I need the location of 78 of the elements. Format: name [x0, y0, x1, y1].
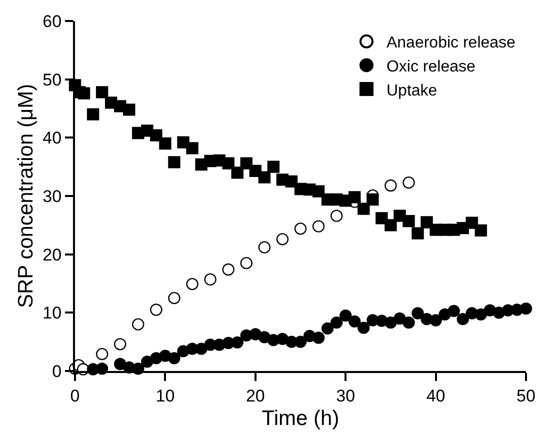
- x-tick-label: 30: [336, 386, 356, 406]
- point: [384, 219, 397, 232]
- point: [258, 171, 271, 184]
- point: [312, 185, 325, 198]
- y-tick-label: 20: [42, 245, 62, 264]
- point: [330, 316, 343, 329]
- point: [384, 316, 397, 329]
- point: [520, 302, 532, 315]
- point: [231, 336, 244, 349]
- point: [402, 176, 415, 189]
- point: [168, 352, 180, 364]
- point: [384, 179, 397, 192]
- point: [456, 312, 469, 326]
- point: [312, 220, 325, 232]
- point: [366, 193, 379, 206]
- point: [474, 308, 487, 321]
- point: [132, 318, 144, 330]
- point: [474, 224, 487, 237]
- point: [376, 212, 388, 224]
- point: [466, 216, 478, 229]
- x-tick-label: 20: [246, 386, 265, 406]
- point: [358, 322, 370, 334]
- point: [150, 304, 162, 316]
- point: [412, 227, 424, 240]
- point: [168, 156, 180, 168]
- point: [86, 108, 100, 120]
- point: [294, 222, 307, 235]
- point: [330, 210, 343, 222]
- point: [141, 356, 154, 368]
- point: [222, 157, 234, 170]
- point: [276, 233, 289, 246]
- x-tick-label: 50: [516, 386, 536, 406]
- y-axis-title: SRP concentration (μM): [14, 84, 38, 308]
- point: [150, 129, 162, 142]
- point: [394, 312, 406, 325]
- legend-label: Anaerobic release: [386, 34, 516, 52]
- x-axis-title: Time (h): [262, 407, 340, 430]
- point: [123, 104, 136, 116]
- x-tick-label: 40: [426, 386, 446, 406]
- point: [114, 338, 126, 350]
- point: [159, 137, 172, 150]
- point: [204, 273, 216, 286]
- point: [96, 348, 108, 360]
- y-tick-label: 60: [42, 12, 62, 31]
- y-tick-label: 30: [42, 186, 62, 206]
- legend-label: Uptake: [386, 82, 438, 100]
- point: [96, 86, 108, 98]
- point: [186, 278, 198, 290]
- point: [114, 358, 126, 370]
- point: [312, 332, 325, 344]
- point: [240, 157, 252, 170]
- x-tick-label: 0: [70, 386, 80, 406]
- point: [430, 314, 442, 326]
- x-tick-label: 10: [156, 386, 175, 406]
- y-tick-label: 10: [42, 304, 62, 323]
- point: [168, 292, 180, 304]
- point: [348, 315, 361, 328]
- point: [402, 316, 415, 329]
- point: [78, 87, 90, 100]
- point: [195, 342, 208, 355]
- y-tick-label: 50: [42, 70, 62, 90]
- point: [402, 214, 415, 228]
- point: [358, 202, 370, 215]
- y-tick-label: 40: [42, 128, 62, 148]
- point: [448, 304, 460, 318]
- point: [258, 241, 271, 254]
- point: [222, 263, 234, 276]
- y-tick-label: 0: [52, 362, 62, 381]
- point: [231, 166, 244, 179]
- point: [340, 309, 352, 322]
- point: [348, 191, 361, 204]
- point: [267, 160, 280, 173]
- legend-label: Oxic release: [386, 58, 476, 76]
- point: [412, 307, 424, 320]
- point: [186, 142, 198, 154]
- point: [321, 322, 334, 335]
- point: [240, 256, 252, 270]
- point: [438, 308, 451, 321]
